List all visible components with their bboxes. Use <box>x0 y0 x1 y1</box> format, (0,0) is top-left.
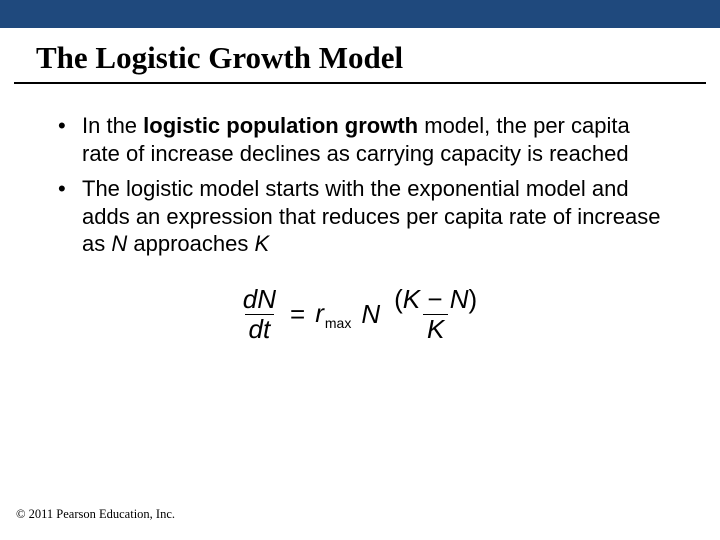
copyright-text: © 2011 Pearson Education, Inc. <box>16 507 175 522</box>
bullet-var: N <box>111 231 127 256</box>
eq-lhs-num: dN <box>239 286 280 314</box>
eq-r-sub: max <box>324 315 351 331</box>
bullet-item: The logistic model starts with the expon… <box>48 175 672 258</box>
eq-N: N <box>361 299 380 330</box>
slide-title: The Logistic Growth Model <box>14 28 706 84</box>
eq-lhs-den: dt <box>245 314 275 343</box>
eq-rhs-num: (K − N) <box>390 286 481 314</box>
bullet-text: In the <box>82 113 143 138</box>
bullet-text: approaches <box>127 231 254 256</box>
header-bar <box>0 0 720 28</box>
bullet-item: In the logistic population growth model,… <box>48 112 672 167</box>
bullet-bold: logistic population growth <box>143 113 418 138</box>
bullet-var: K <box>254 231 269 256</box>
eq-r: r <box>315 298 324 328</box>
eq-equals: = <box>290 299 305 330</box>
slide-body: In the logistic population growth model,… <box>0 84 720 343</box>
eq-lhs-fraction: dN dt <box>239 286 280 344</box>
bullet-list: In the logistic population growth model,… <box>48 112 672 258</box>
eq-rhs-fraction: (K − N) K <box>390 286 481 344</box>
eq-rhs-den: K <box>423 314 448 343</box>
logistic-equation: dN dt = rmax N (K − N) K <box>48 284 672 344</box>
eq-rmax: rmax <box>315 298 351 331</box>
